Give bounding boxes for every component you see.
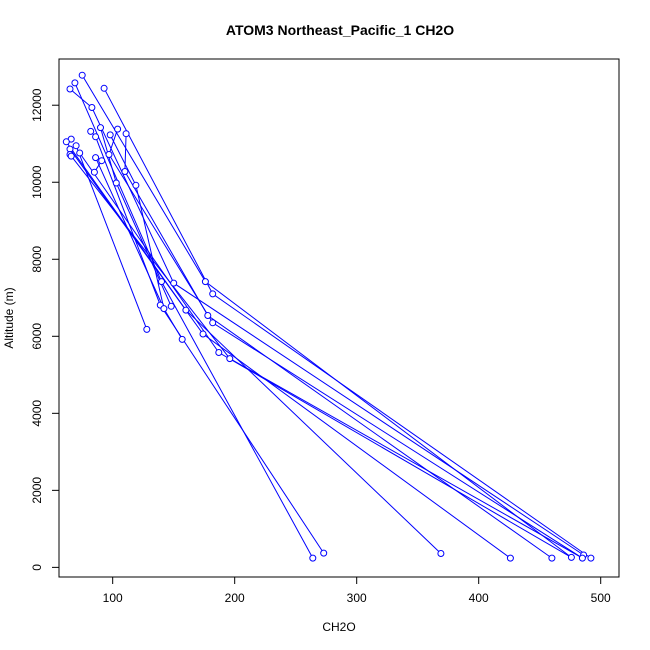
data-point-47 [578, 554, 586, 562]
y-tick-label-8000: 8000 [30, 246, 44, 273]
data-point-10 [92, 133, 100, 141]
data-point-8 [122, 130, 130, 138]
y-tick-label-12000: 12000 [30, 88, 44, 122]
data-point-27 [170, 279, 178, 287]
chart-title: ATOM3 Northeast_Pacific_1 CH2O [226, 22, 454, 38]
data-point-37 [178, 335, 186, 343]
data-point-28 [209, 290, 217, 298]
data-point-31 [160, 305, 168, 313]
data-point-23 [112, 179, 120, 187]
data-point-46 [567, 553, 575, 561]
series-line-9 [69, 148, 511, 559]
data-point-6 [114, 125, 122, 133]
x-tick-label-200: 200 [225, 591, 245, 605]
series-line-0 [81, 74, 572, 558]
series-line-14 [109, 134, 165, 309]
data-point-19 [92, 154, 100, 162]
data-point-38 [215, 349, 223, 356]
series-line-4 [124, 133, 553, 559]
series-line-10 [79, 152, 572, 558]
data-point-15 [76, 149, 84, 157]
data-point-7 [87, 127, 95, 135]
data-point-1 [71, 79, 79, 87]
data-point-16 [105, 151, 113, 158]
data-point-39 [226, 355, 234, 363]
series-line-5 [108, 128, 583, 559]
x-tick-label-300: 300 [347, 591, 367, 605]
data-point-12 [62, 138, 70, 146]
x-tick-label-400: 400 [469, 591, 489, 605]
data-point-33 [204, 312, 212, 319]
data-point-4 [88, 104, 96, 111]
data-point-3 [66, 85, 74, 93]
x-tick-label-100: 100 [103, 591, 123, 605]
y-axis-label: Altitude (m) [2, 287, 16, 348]
data-point-5 [97, 124, 104, 132]
series-line-1 [103, 88, 592, 559]
data-point-9 [106, 131, 114, 139]
data-point-18 [67, 152, 75, 160]
data-point-0 [78, 71, 86, 79]
data-point-41 [437, 550, 445, 557]
series-line-7 [90, 131, 325, 554]
data-point-48 [587, 554, 595, 562]
series-lines [65, 74, 592, 559]
data-point-30 [167, 302, 175, 310]
data-point-25 [201, 278, 209, 286]
data-point-36 [199, 330, 207, 338]
x-tick-label-500: 500 [591, 591, 611, 605]
data-point-20 [98, 157, 106, 165]
data-point-21 [121, 168, 129, 175]
y-tick-label-2000: 2000 [30, 477, 44, 504]
data-point-45 [548, 554, 556, 562]
series-points [62, 71, 595, 562]
series-line-8 [75, 145, 148, 330]
y-tick-label-10000: 10000 [30, 165, 44, 199]
data-point-44 [506, 554, 514, 562]
data-point-34 [209, 319, 217, 327]
series-line-11 [70, 155, 583, 559]
y-tick-label-0: 0 [30, 564, 44, 571]
data-point-32 [182, 306, 190, 314]
y-tick-label-4000: 4000 [30, 400, 44, 427]
data-point-35 [143, 325, 151, 333]
data-point-43 [309, 554, 317, 562]
data-point-24 [132, 181, 140, 189]
y-tick-label-6000: 6000 [30, 323, 44, 350]
x-axis-label: CH2O [322, 620, 355, 634]
data-point-40 [320, 549, 328, 557]
data-point-26 [158, 278, 165, 286]
plot-frame [58, 58, 620, 578]
series-line-3 [69, 88, 584, 556]
y-axis: 0 2000 4000 6000 8000 10000 12000 [30, 88, 60, 571]
data-point-2 [100, 84, 108, 92]
data-point-13 [72, 142, 80, 150]
x-axis: 100 200 300 400 500 [103, 576, 611, 605]
data-point-22 [90, 168, 98, 176]
